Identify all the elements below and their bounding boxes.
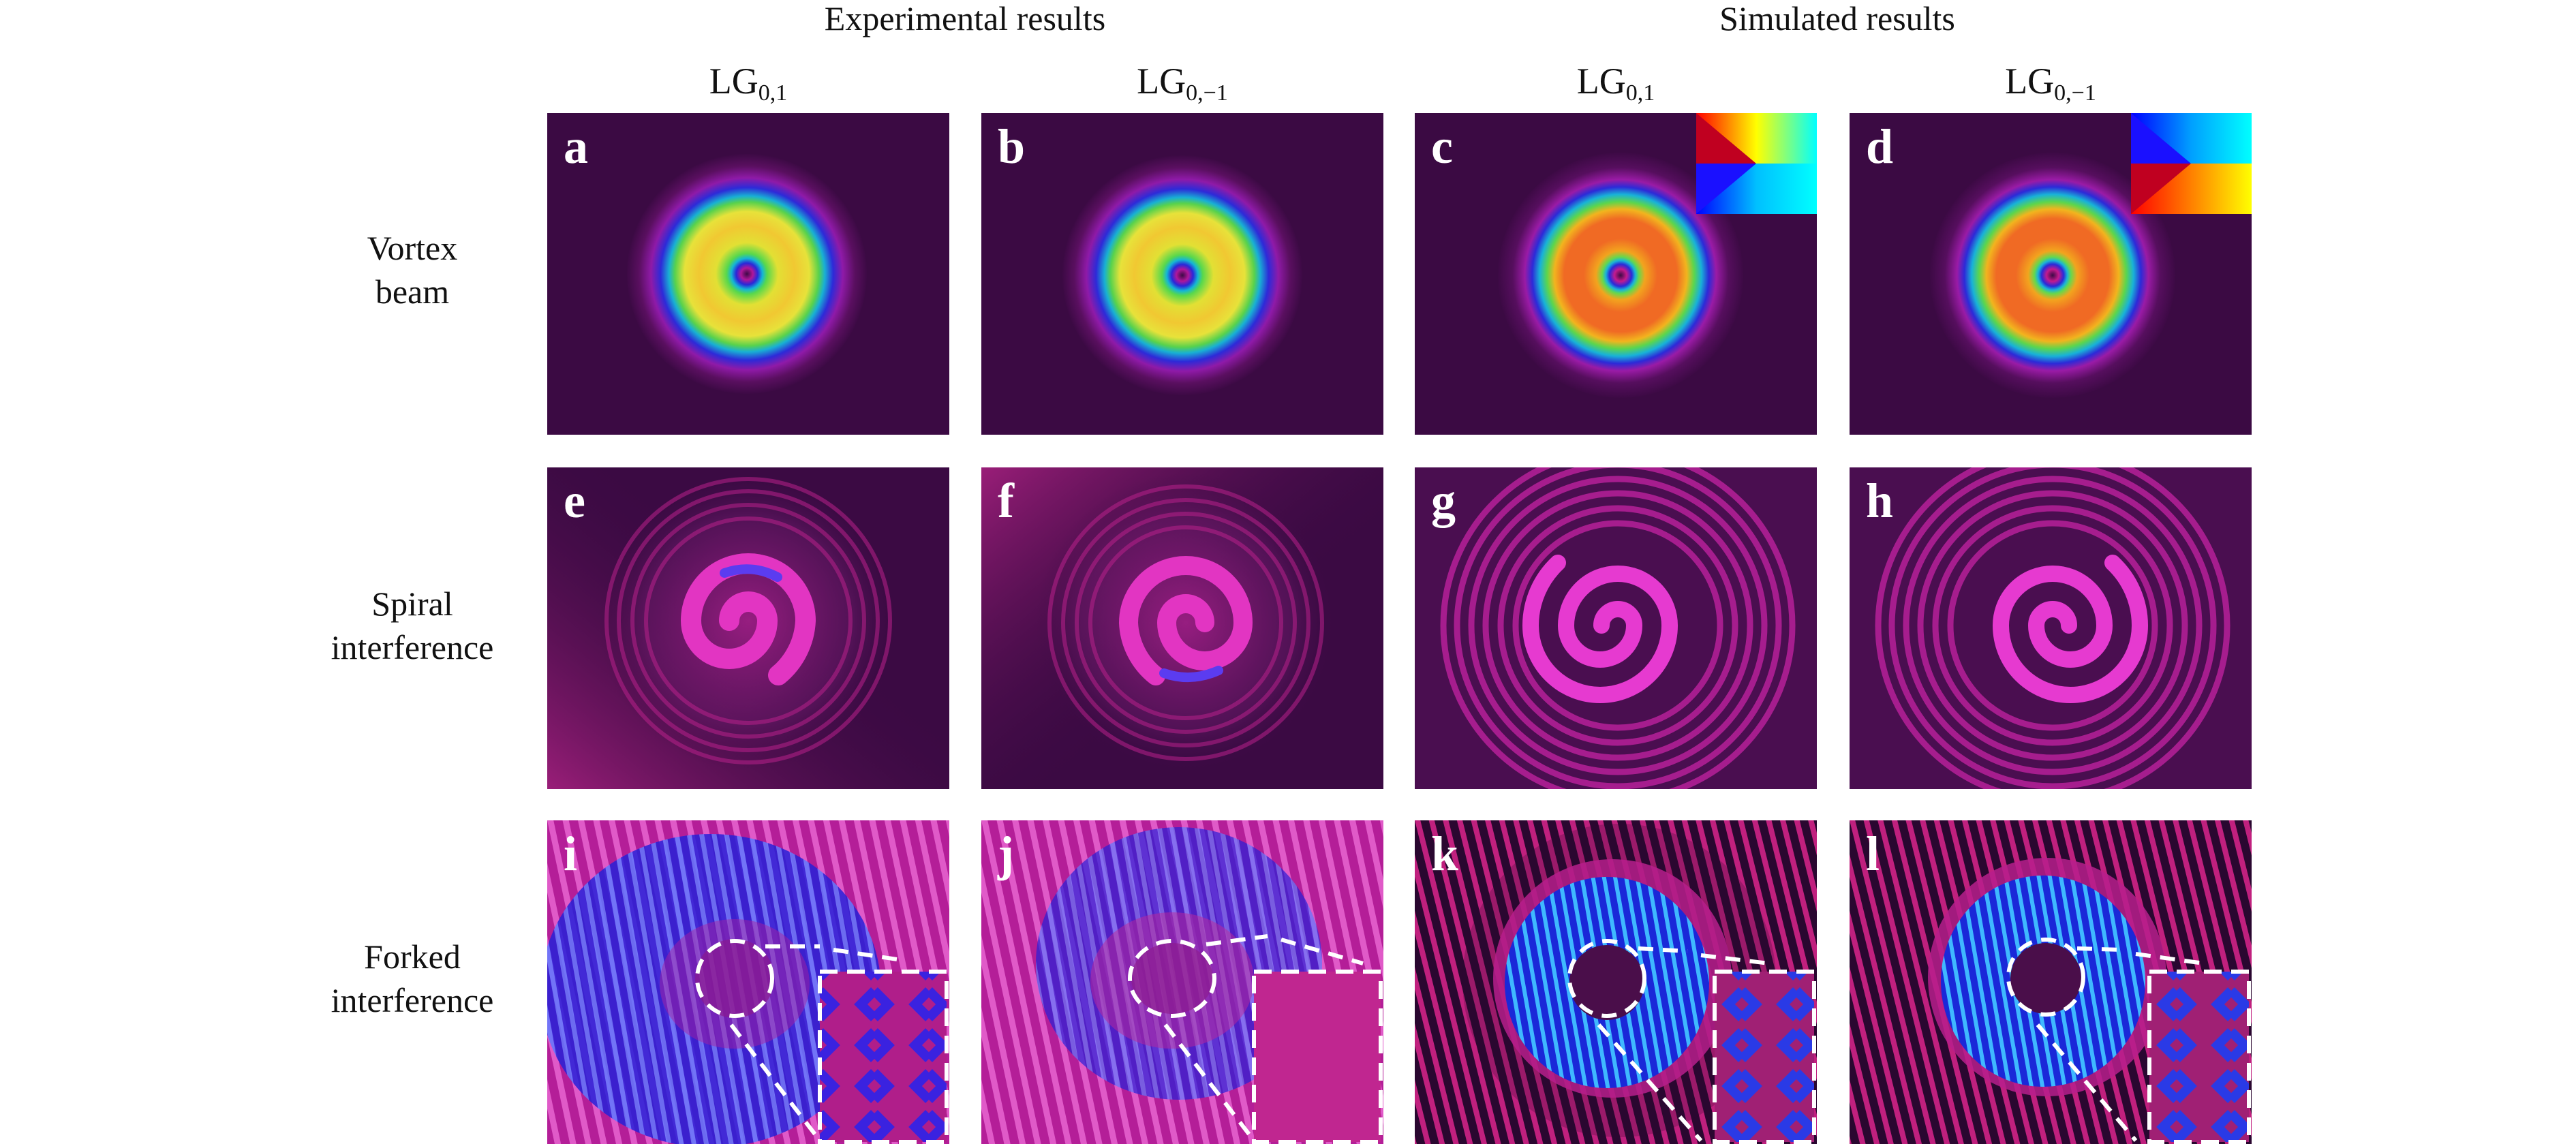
panel-e-experimental-spiral: e bbox=[547, 467, 949, 789]
column-title-1-base: LG bbox=[709, 61, 758, 102]
forked-interference-image bbox=[547, 820, 949, 1144]
panel-b-experimental-vortex: b bbox=[981, 113, 1383, 435]
phase-map-inset bbox=[2131, 113, 2252, 214]
panel-a-experimental-vortex: a bbox=[547, 113, 949, 435]
panel-label-a: a bbox=[564, 119, 588, 174]
panel-g-simulated-spiral: g bbox=[1415, 467, 1817, 789]
zoom-inset bbox=[1252, 970, 1383, 1144]
zoom-circle bbox=[2006, 938, 2085, 1017]
panel-label-c: c bbox=[1431, 119, 1453, 174]
panel-label-i: i bbox=[564, 826, 578, 881]
column-title-2-base: LG bbox=[1137, 61, 1186, 102]
column-title-4: LG0,−1 bbox=[1850, 60, 2252, 106]
row-label-2-line2: interference bbox=[331, 628, 494, 666]
forked-interference-image bbox=[1850, 820, 2252, 1144]
phase-map-inset bbox=[1696, 113, 1817, 214]
spiral-interference-image bbox=[547, 467, 949, 789]
panel-label-d: d bbox=[1866, 119, 1894, 174]
column-title-2: LG0,−1 bbox=[981, 60, 1383, 106]
column-title-3-sub: 0,1 bbox=[1625, 80, 1655, 106]
panel-c-simulated-vortex: c bbox=[1415, 113, 1817, 435]
row-label-3-line1: Forked bbox=[364, 938, 461, 976]
panel-label-h: h bbox=[1866, 474, 1894, 528]
panel-label-f: f bbox=[998, 474, 1014, 528]
zoom-inset bbox=[1713, 970, 1816, 1144]
column-title-3-base: LG bbox=[1576, 61, 1626, 102]
panel-label-k: k bbox=[1431, 826, 1459, 881]
spiral-interference-image bbox=[981, 467, 1383, 789]
column-title-4-sub: 0,−1 bbox=[2054, 80, 2096, 106]
simulated-results-heading: Simulated results bbox=[1719, 0, 1955, 37]
panel-label-b: b bbox=[998, 119, 1026, 174]
panel-h-simulated-spiral: h bbox=[1850, 467, 2252, 789]
row-label-vortex-beam: Vortex beam bbox=[300, 226, 525, 313]
zoom-circle bbox=[1128, 939, 1216, 1018]
forked-interference-image bbox=[981, 820, 1383, 1144]
vortex-intensity-image bbox=[1415, 113, 1817, 435]
panel-label-g: g bbox=[1431, 474, 1456, 528]
experimental-results-heading: Experimental results bbox=[824, 0, 1106, 37]
panel-l-simulated-forked: l bbox=[1850, 820, 2252, 1144]
row-label-forked-interference: Forked interference bbox=[300, 935, 525, 1022]
panel-label-l: l bbox=[1866, 826, 1880, 881]
row-label-1-line2: beam bbox=[375, 273, 450, 311]
column-title-4-base: LG bbox=[2005, 61, 2055, 102]
zoom-inset bbox=[2147, 970, 2251, 1144]
vortex-intensity-image bbox=[981, 113, 1383, 435]
spiral-interference-image bbox=[1850, 467, 2252, 789]
panel-label-j: j bbox=[998, 826, 1014, 881]
panel-j-experimental-forked: j bbox=[981, 820, 1383, 1144]
forked-interference-image bbox=[1415, 820, 1817, 1144]
column-title-3: LG0,1 bbox=[1415, 60, 1817, 106]
spiral-interference-image bbox=[1415, 467, 1817, 789]
vortex-intensity-image bbox=[547, 113, 949, 435]
column-title-1: LG0,1 bbox=[547, 60, 949, 106]
column-title-1-sub: 0,1 bbox=[758, 80, 788, 106]
zoom-circle bbox=[1567, 939, 1646, 1018]
panel-d-simulated-vortex: d bbox=[1850, 113, 2252, 435]
panel-i-experimental-forked: i bbox=[547, 820, 949, 1144]
row-label-2-line1: Spiral bbox=[371, 585, 453, 623]
column-title-2-sub: 0,−1 bbox=[1186, 80, 1228, 106]
panel-label-e: e bbox=[564, 474, 585, 528]
row-label-3-line2: interference bbox=[331, 981, 494, 1019]
zoom-inset bbox=[818, 970, 949, 1144]
panel-k-simulated-forked: k bbox=[1415, 820, 1817, 1144]
row-label-spiral-interference: Spiral interference bbox=[300, 582, 525, 669]
panel-f-experimental-spiral: f bbox=[981, 467, 1383, 789]
zoom-circle bbox=[695, 939, 774, 1018]
row-label-1-line1: Vortex bbox=[367, 229, 458, 267]
